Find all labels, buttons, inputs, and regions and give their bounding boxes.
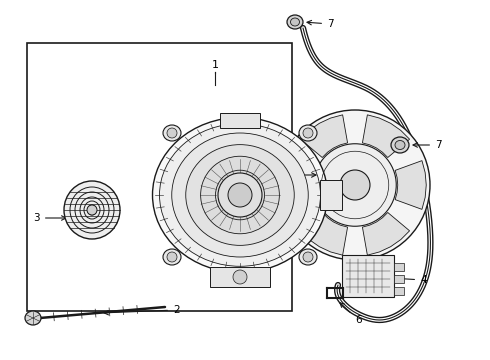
Polygon shape (300, 212, 347, 255)
Circle shape (233, 270, 247, 284)
Circle shape (280, 110, 430, 260)
Polygon shape (284, 161, 315, 210)
Bar (394, 275, 404, 283)
Ellipse shape (163, 249, 181, 265)
Bar (220, 113, 260, 128)
Ellipse shape (200, 156, 279, 234)
Circle shape (228, 183, 252, 207)
Text: 7: 7 (413, 140, 441, 150)
Polygon shape (300, 115, 347, 158)
Bar (394, 287, 404, 295)
Ellipse shape (186, 145, 294, 246)
Ellipse shape (25, 311, 41, 325)
Ellipse shape (391, 137, 409, 153)
Circle shape (167, 128, 177, 138)
Ellipse shape (287, 15, 303, 29)
Text: 4: 4 (394, 275, 427, 285)
Text: 5: 5 (283, 170, 316, 180)
Text: 6: 6 (340, 303, 362, 325)
Circle shape (218, 173, 262, 217)
Polygon shape (363, 212, 410, 255)
Circle shape (87, 205, 97, 215)
Bar (210, 267, 270, 287)
Polygon shape (395, 161, 426, 210)
Text: 2: 2 (104, 305, 180, 315)
Circle shape (303, 128, 313, 138)
Ellipse shape (172, 133, 308, 257)
Text: 1: 1 (212, 60, 219, 70)
Bar (27, 43, 292, 311)
Circle shape (314, 144, 396, 226)
Ellipse shape (299, 249, 317, 265)
Ellipse shape (395, 140, 405, 149)
Bar (342, 255, 394, 297)
Bar (394, 263, 404, 271)
Ellipse shape (291, 18, 299, 26)
Ellipse shape (163, 125, 181, 141)
Text: 7: 7 (307, 19, 334, 29)
Text: 3: 3 (33, 213, 66, 223)
Ellipse shape (299, 125, 317, 141)
Ellipse shape (216, 170, 265, 220)
Bar (320, 180, 342, 210)
Circle shape (167, 252, 177, 262)
Ellipse shape (152, 117, 327, 273)
Polygon shape (363, 115, 410, 158)
Circle shape (303, 252, 313, 262)
Circle shape (340, 170, 370, 200)
Ellipse shape (160, 124, 320, 266)
Ellipse shape (64, 181, 120, 239)
